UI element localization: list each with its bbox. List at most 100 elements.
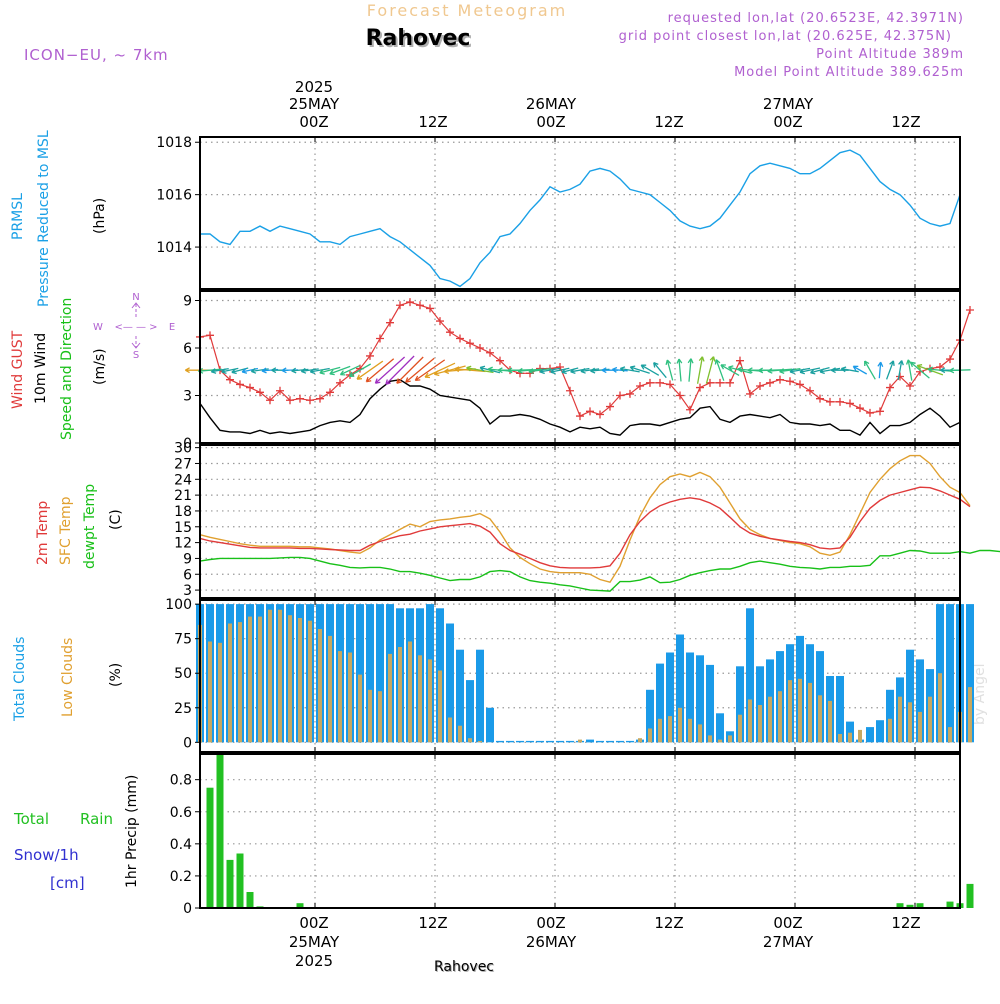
bottom-day-label: 27MAY <box>763 933 814 951</box>
wind-direction-arrow <box>653 361 667 379</box>
gust-marker <box>486 348 494 357</box>
gust-marker <box>576 412 584 421</box>
total-cloud-bar <box>866 727 874 743</box>
rain-bar <box>226 859 234 908</box>
total-cloud-bar <box>486 707 494 743</box>
total-cloud-bar <box>356 604 364 743</box>
low-cloud-bar <box>368 689 372 743</box>
gust-marker <box>646 378 654 387</box>
gust-marker <box>416 301 424 310</box>
total-cloud-bar <box>906 649 914 743</box>
low-cloud-bar <box>288 615 292 743</box>
rain-bar <box>966 883 974 908</box>
bottom-hour-label: 12Z <box>654 914 683 932</box>
wind-panel <box>184 298 974 436</box>
total-cloud-bar <box>626 740 634 743</box>
point-altitude: Point Altitude 389m <box>816 47 964 62</box>
gust-marker <box>816 394 824 403</box>
wind-direction-arrow <box>909 361 930 379</box>
y-tick-label: 1014 <box>156 240 192 256</box>
wind-direction-arrow <box>561 367 579 375</box>
gust-marker <box>306 396 314 405</box>
top-time-axis: 2025 25MAY 00Z 12Z 26MAY 00Z 12Z 27MAY 0… <box>289 78 921 131</box>
y-tick-label: 3 <box>183 389 192 405</box>
y-tick-label: 18 <box>174 504 192 520</box>
top-day-label: 25MAY <box>289 95 340 113</box>
bottom-time-axis: 00Z 25MAY 2025 12Z 00Z 26MAY 12Z 00Z 27M… <box>289 914 921 970</box>
wind-direction-arrow <box>405 357 435 383</box>
gust-marker <box>786 377 794 386</box>
gust-marker <box>586 407 594 416</box>
total-cloud-bar <box>886 689 894 743</box>
gust-marker <box>876 407 884 416</box>
product-title: Forecast Meteogram <box>367 1 567 20</box>
wind-direction-arrow <box>885 360 895 380</box>
low-cloud-bar <box>938 673 942 743</box>
total-cloud-bar <box>666 652 674 743</box>
gust-marker <box>636 382 644 390</box>
wind-direction-arrow <box>840 366 859 373</box>
gust-marker <box>776 375 784 384</box>
temp-label-unit: (C) <box>108 509 124 530</box>
low-cloud-bar <box>338 651 342 743</box>
gust-marker <box>846 399 854 408</box>
clouds-label-low: Low Clouds <box>60 638 76 717</box>
gust-marker <box>806 386 814 395</box>
compass-east: E <box>169 322 175 333</box>
precip-label-snow: Snow/1h <box>14 846 79 864</box>
total-cloud-bar <box>946 604 954 743</box>
wind-direction-arrow <box>433 365 466 377</box>
low-cloud-bar <box>278 609 282 743</box>
low-cloud-bar <box>708 735 712 743</box>
rain-bar <box>896 903 904 908</box>
compass-west: W <box>93 322 103 333</box>
low-cloud-bar <box>388 653 392 743</box>
low-cloud-bar <box>238 622 242 743</box>
rain-bar <box>946 901 954 908</box>
gust-marker <box>966 306 974 314</box>
gust-marker <box>856 404 864 413</box>
wind-direction-arrow <box>720 364 740 376</box>
low-cloud-bar <box>408 641 412 743</box>
wind-direction-arrow <box>300 367 319 374</box>
total-cloud-bar <box>716 713 724 743</box>
total-cloud-bar <box>496 740 504 743</box>
wind-direction-arrow <box>676 358 683 382</box>
clouds-label-total: Total Clouds <box>12 637 28 722</box>
low-cloud-bar <box>778 691 782 743</box>
low-cloud-bar <box>748 699 752 743</box>
total-cloud-bar <box>586 739 594 743</box>
bottom-hour-label: 12Z <box>418 914 447 932</box>
wind-label-unit: (m/s) <box>92 348 108 385</box>
wind-speed-line <box>199 378 961 436</box>
low-cloud-bar <box>358 674 362 743</box>
y-tick-label: 6 <box>183 341 192 357</box>
total-cloud-bar <box>506 740 514 743</box>
clouds-label-unit: (%) <box>108 663 124 687</box>
wind-direction-arrow <box>830 367 849 374</box>
wind-direction-arrow <box>291 367 309 374</box>
bottom-year-label: 2025 <box>295 952 333 970</box>
gust-marker <box>246 383 254 392</box>
low-cloud-bar <box>398 647 402 743</box>
gust-marker <box>476 344 484 352</box>
total-cloud-bar <box>746 608 754 743</box>
low-cloud-bar <box>898 696 902 743</box>
wind-direction-arrow <box>619 366 640 373</box>
total-cloud-bar <box>596 740 604 743</box>
low-cloud-bar <box>268 609 272 743</box>
gust-marker <box>566 386 574 395</box>
top-year-label: 2025 <box>295 78 333 96</box>
low-cloud-bar <box>738 714 742 743</box>
gust-marker <box>396 301 404 310</box>
low-cloud-bar <box>418 655 422 743</box>
y-tick-label: 0.4 <box>170 837 192 853</box>
wind-direction-arrow <box>424 362 456 379</box>
total-cloud-bar <box>756 666 764 743</box>
gust-marker <box>616 391 624 400</box>
y-tick-label: 21 <box>174 488 192 504</box>
wind-direction-arrow <box>570 367 590 375</box>
gust-marker <box>886 383 894 392</box>
